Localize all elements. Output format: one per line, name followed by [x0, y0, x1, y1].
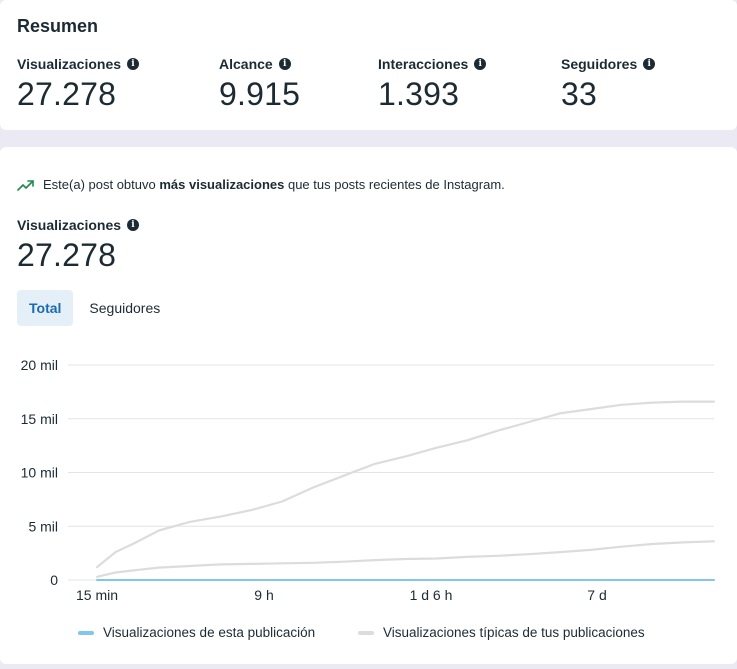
- legend-swatch: [78, 630, 94, 635]
- insight-suffix: que tus posts recientes de Instagram.: [284, 177, 505, 192]
- insight-highlight: más visualizaciones: [159, 177, 285, 192]
- metric-alcance: Alcance i 9.915: [219, 56, 300, 113]
- metric-label: Visualizaciones: [17, 56, 122, 72]
- insight-prefix: Este(a) post obtuvo: [43, 177, 160, 192]
- x-tick-label: 9 h: [254, 587, 273, 603]
- legend-item-this-post[interactable]: Visualizaciones de esta publicación: [78, 625, 315, 640]
- detail-metric-value: 27.278: [17, 237, 117, 273]
- legend-label: Visualizaciones de esta publicación: [103, 625, 316, 640]
- summary-title: Resumen: [17, 16, 99, 36]
- x-tick-label: 1 d 6 h: [410, 587, 453, 603]
- y-tick-label: 15 mil: [21, 411, 58, 427]
- series-line-typical-upper: [95, 400, 716, 569]
- metric-label: Alcance: [219, 56, 273, 72]
- metric-value: 1.393: [378, 76, 460, 112]
- metric-value: 33: [561, 76, 597, 112]
- info-icon[interactable]: i: [474, 58, 487, 70]
- tab-total[interactable]: Total: [17, 290, 74, 326]
- series-line-typical-lower: [95, 540, 716, 578]
- y-tick-label: 5 mil: [28, 518, 58, 534]
- tab-seguidores[interactable]: Seguidores: [89, 300, 161, 316]
- trending-up-icon: [17, 179, 34, 191]
- info-icon[interactable]: i: [127, 219, 140, 231]
- metric-seguidores: Seguidores i 33: [561, 56, 656, 113]
- legend-label: Visualizaciones típicas de tus publicaci…: [383, 625, 645, 640]
- summary-card: Resumen Visualizaciones i 27.278 Alcance…: [0, 0, 737, 130]
- legend-swatch: [358, 630, 374, 635]
- metric-value: 27.278: [17, 76, 117, 112]
- info-icon[interactable]: i: [643, 58, 656, 70]
- detail-metric: Visualizaciones i 27.278: [17, 217, 140, 274]
- metric-visualizaciones: Visualizaciones i 27.278: [17, 56, 140, 113]
- detail-metric-label: Visualizaciones: [17, 217, 122, 233]
- y-tick-label: 0: [50, 572, 58, 588]
- info-icon[interactable]: i: [127, 58, 140, 70]
- insight-message: Este(a) post obtuvo más visualizaciones …: [17, 177, 505, 192]
- x-tick-label: 15 min: [76, 587, 118, 603]
- metric-interacciones: Interacciones i 1.393: [378, 56, 487, 113]
- y-tick-label: 10 mil: [21, 465, 58, 481]
- views-line-chart: 20 mil 15 mil 10 mil 5 mil 0 15 min 9 h 1 d 6 h…: [21, 357, 716, 603]
- metric-label: Seguidores: [561, 56, 638, 72]
- info-icon[interactable]: i: [278, 58, 291, 70]
- x-tick-label: 7 d: [587, 587, 606, 603]
- metric-label: Interacciones: [378, 56, 469, 72]
- metric-value: 9.915: [219, 76, 301, 112]
- y-tick-label: 20 mil: [21, 357, 58, 373]
- detail-card: Este(a) post obtuvo más visualizaciones …: [0, 147, 737, 664]
- tab-bar: Total Seguidores: [17, 290, 172, 326]
- legend-item-typical[interactable]: Visualizaciones típicas de tus publicaci…: [358, 625, 645, 640]
